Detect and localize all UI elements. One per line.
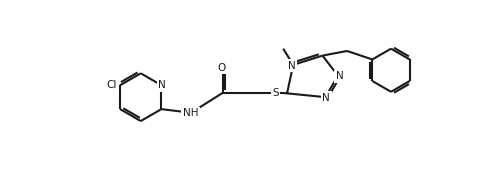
Text: O: O [218,63,226,73]
Text: S: S [272,88,279,98]
Text: N: N [288,61,296,71]
Text: NH: NH [183,108,198,118]
Text: N: N [336,71,344,81]
Text: N: N [322,93,330,103]
Text: Cl: Cl [106,80,117,90]
Text: N: N [158,80,166,90]
